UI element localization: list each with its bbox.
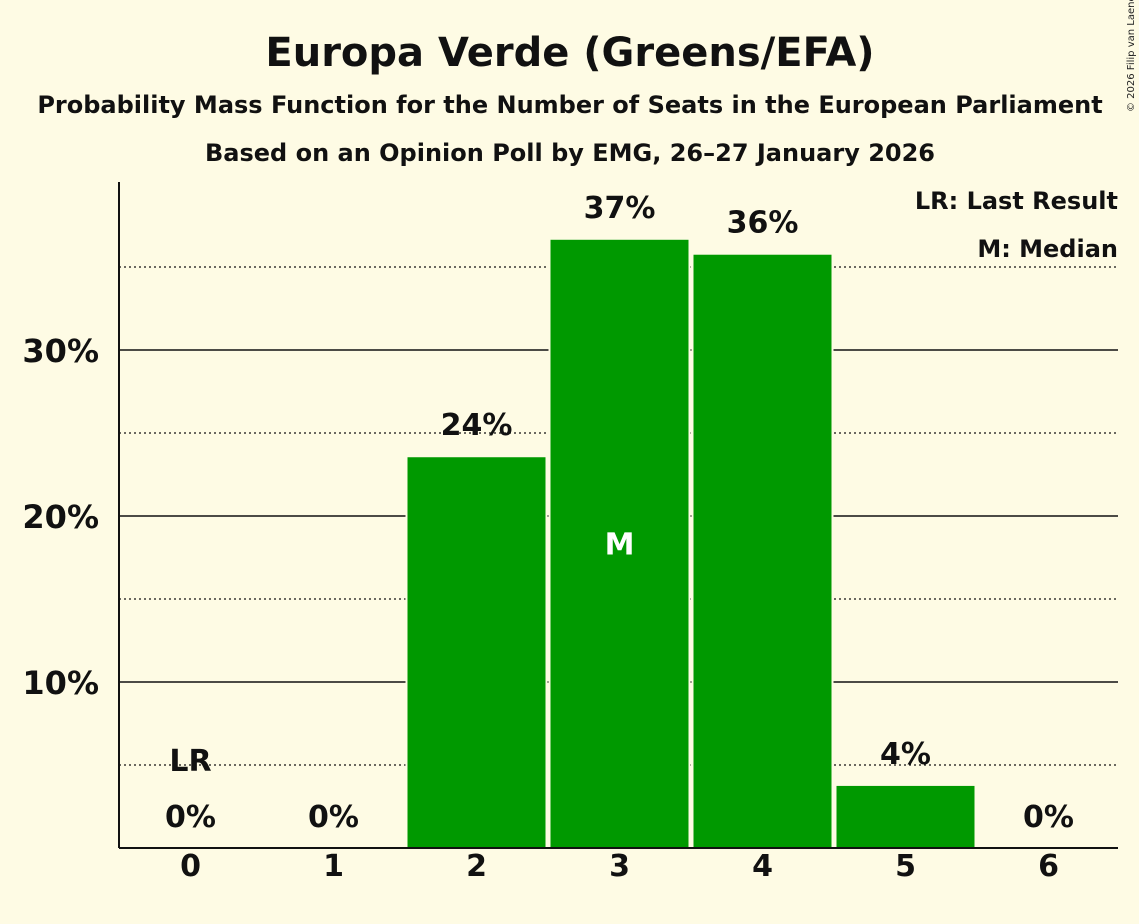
last-result-marker: LR [169, 744, 211, 779]
y-tick-label: 30% [22, 332, 99, 370]
x-tick-label: 1 [323, 849, 344, 884]
x-tick-label: 3 [609, 849, 630, 884]
value-label: 37% [584, 191, 656, 226]
chart-subtitle: Probability Mass Function for the Number… [37, 91, 1102, 119]
bar-seats-5 [834, 783, 977, 849]
value-label: 0% [308, 800, 359, 835]
y-tick-label: 20% [22, 498, 99, 536]
x-tick-label: 5 [895, 849, 916, 884]
chart-title: Europa Verde (Greens/EFA) [265, 30, 874, 76]
legend-last-result: LR: Last Result [915, 187, 1118, 215]
x-tick-label: 2 [466, 849, 487, 884]
legend-median: M: Median [977, 235, 1118, 263]
bars [405, 237, 977, 850]
median-marker: M [605, 527, 635, 562]
bar-seats-2 [405, 455, 548, 849]
value-label: 4% [880, 737, 931, 772]
y-tick-label: 10% [22, 664, 99, 702]
bar-seats-4 [691, 252, 834, 850]
value-label: 24% [441, 408, 513, 443]
value-label: 0% [1023, 800, 1074, 835]
x-tick-label: 6 [1038, 849, 1059, 884]
chart-source-line: Based on an Opinion Poll by EMG, 26–27 J… [205, 139, 935, 167]
x-tick-label: 0 [180, 849, 201, 884]
x-tick-label: 4 [752, 849, 773, 884]
copyright-note: © 2026 Filip van Laenen [1126, 0, 1137, 112]
value-labels: 0% 0 0% 1 24% 2 37% 3 36% 4 4% 5 0% 6 M LR [165, 191, 1074, 884]
axes [118, 182, 1118, 849]
value-label: 36% [727, 206, 799, 241]
value-label: 0% [165, 800, 216, 835]
